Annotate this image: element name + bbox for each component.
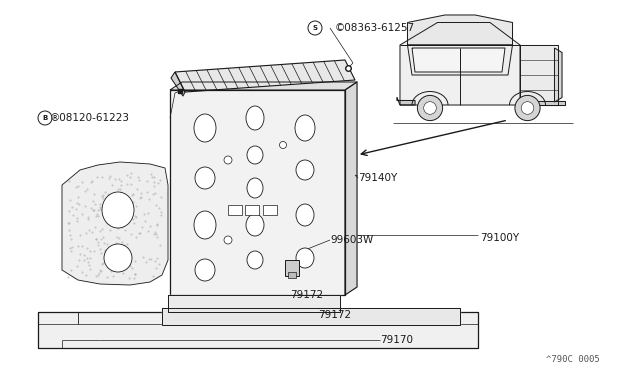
Ellipse shape [280,141,287,148]
Ellipse shape [194,211,216,239]
Text: ©08363-61257: ©08363-61257 [335,23,415,33]
Ellipse shape [247,251,263,269]
Polygon shape [412,48,505,72]
Polygon shape [170,82,357,90]
Polygon shape [400,22,520,105]
Ellipse shape [195,259,215,281]
Polygon shape [62,162,168,285]
Polygon shape [170,90,345,295]
Ellipse shape [102,192,134,228]
Ellipse shape [296,204,314,226]
Polygon shape [408,45,513,75]
Ellipse shape [246,214,264,236]
Ellipse shape [247,178,263,198]
Polygon shape [554,48,562,102]
Polygon shape [38,312,478,348]
Circle shape [417,95,443,121]
Ellipse shape [246,106,264,130]
Text: B: B [42,115,47,121]
Circle shape [515,95,540,121]
Polygon shape [520,100,565,105]
Text: 79170: 79170 [380,335,413,345]
Polygon shape [345,82,357,295]
Text: S: S [312,25,317,31]
Bar [288,272,296,278]
Circle shape [521,102,534,114]
Polygon shape [175,60,355,92]
Bar [228,205,242,215]
Ellipse shape [195,167,215,189]
Polygon shape [397,97,415,105]
Polygon shape [520,45,557,105]
Polygon shape [171,72,185,96]
Text: ^790C 0005: ^790C 0005 [547,356,600,365]
Text: ®08120-61223: ®08120-61223 [50,113,130,123]
Bar [285,260,299,276]
Ellipse shape [194,114,216,142]
Ellipse shape [247,146,263,164]
Polygon shape [168,295,340,312]
Ellipse shape [296,248,314,268]
Text: 79172: 79172 [290,290,323,300]
Ellipse shape [224,236,232,244]
Ellipse shape [296,160,314,180]
Polygon shape [162,308,460,325]
Bar [263,205,277,215]
Ellipse shape [224,156,232,164]
Text: 79140Y: 79140Y [358,173,397,183]
Text: 99603W: 99603W [330,235,373,245]
Ellipse shape [295,115,315,141]
Ellipse shape [104,244,132,272]
Circle shape [424,102,436,114]
Bar [245,205,259,215]
Text: 79172: 79172 [318,310,351,320]
Text: 79100Y: 79100Y [480,233,519,243]
Polygon shape [408,15,513,45]
